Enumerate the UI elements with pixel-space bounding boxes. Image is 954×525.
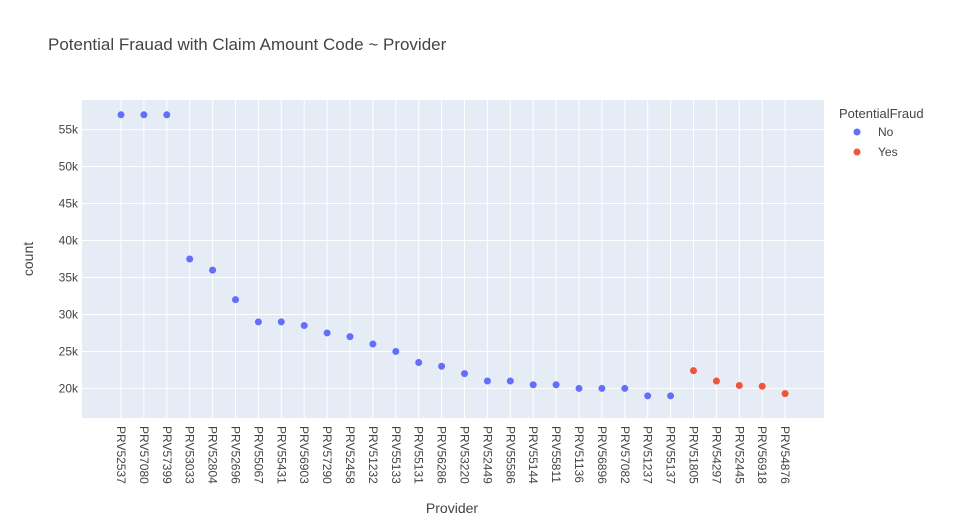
- x-tick-label: PRV56286: [435, 426, 449, 484]
- x-tick-label: PRV57290: [320, 426, 334, 484]
- x-tick-label: PRV51237: [641, 426, 655, 484]
- legend-title: PotentialFraud: [839, 106, 924, 121]
- x-tick-label: PRV51232: [366, 426, 380, 484]
- data-point-no[interactable]: [575, 384, 583, 392]
- x-tick-label: PRV56918: [755, 426, 769, 484]
- legend[interactable]: PotentialFraud No Yes: [839, 106, 924, 159]
- y-tick-label: 35k: [59, 270, 79, 284]
- x-tick-label: PRV56903: [297, 426, 311, 484]
- data-point-no[interactable]: [552, 381, 560, 389]
- x-tick-label: PRV55811: [549, 426, 563, 483]
- data-point-no[interactable]: [346, 333, 354, 341]
- x-tick-label: PRV56896: [595, 426, 609, 484]
- y-axis-ticks: 20k 25k 30k 35k 40k 45k 50k 55k: [59, 123, 79, 396]
- data-point-no[interactable]: [232, 296, 239, 304]
- y-tick-label: 30k: [59, 307, 79, 321]
- data-point-no[interactable]: [644, 392, 652, 400]
- x-tick-label: PRV55137: [664, 426, 678, 484]
- y-tick-label: 45k: [59, 197, 79, 211]
- data-point-no[interactable]: [483, 377, 491, 385]
- y-tick-label: 20k: [59, 381, 79, 395]
- data-point-yes[interactable]: [781, 390, 789, 398]
- x-tick-label: PRV51805: [687, 426, 701, 484]
- x-tick-label: PRV55586: [503, 426, 517, 484]
- data-point-no[interactable]: [415, 359, 423, 367]
- data-point-no[interactable]: [300, 322, 308, 330]
- data-point-no[interactable]: [438, 362, 446, 370]
- x-tick-label: PRV52696: [229, 426, 243, 484]
- data-point-yes[interactable]: [712, 377, 720, 385]
- x-tick-label: PRV52804: [206, 426, 220, 484]
- data-point-no[interactable]: [117, 111, 125, 119]
- x-tick-label: PRV57082: [618, 426, 632, 484]
- data-point-yes[interactable]: [735, 381, 743, 389]
- legend-item-no[interactable]: No: [878, 125, 894, 139]
- y-tick-label: 40k: [59, 234, 79, 248]
- x-axis-ticks: PRV52537 PRV57080 PRV57399 PRV53033 PRV52804…: [114, 426, 792, 484]
- y-tick-label: 25k: [59, 344, 79, 358]
- data-point-no[interactable]: [506, 377, 514, 385]
- data-point-no[interactable]: [163, 111, 171, 119]
- data-point-yes[interactable]: [690, 367, 697, 375]
- x-tick-label: PRV55431: [274, 426, 288, 484]
- x-tick-label: PRV57399: [160, 426, 174, 484]
- plot-area: [82, 100, 824, 418]
- data-point-no[interactable]: [461, 370, 468, 378]
- x-tick-label: PRV52458: [343, 426, 357, 484]
- data-point-no[interactable]: [277, 318, 285, 326]
- chart-title: Potential Frauad with Claim Amount Code …: [48, 35, 447, 54]
- legend-marker-yes: [853, 148, 861, 156]
- legend-item-yes[interactable]: Yes: [878, 145, 898, 159]
- y-axis-title: count: [20, 242, 36, 276]
- x-tick-label: PRV51136: [572, 426, 586, 483]
- x-tick-label: PRV53220: [458, 426, 472, 484]
- x-tick-label: PRV52445: [732, 426, 746, 484]
- data-point-no[interactable]: [209, 266, 217, 274]
- x-tick-label: PRV55144: [526, 426, 540, 484]
- data-point-no[interactable]: [529, 381, 537, 389]
- x-tick-label: PRV57080: [137, 426, 151, 484]
- x-tick-label: PRV55067: [251, 426, 265, 484]
- data-point-yes[interactable]: [758, 382, 766, 390]
- data-point-no[interactable]: [621, 384, 629, 392]
- y-tick-label: 55k: [59, 123, 79, 137]
- data-point-no[interactable]: [186, 255, 194, 263]
- data-point-no[interactable]: [598, 384, 606, 392]
- x-tick-label: PRV54297: [709, 426, 723, 484]
- data-point-no[interactable]: [140, 111, 148, 119]
- data-points[interactable]: [117, 111, 789, 400]
- y-tick-label: 50k: [59, 160, 79, 174]
- x-tick-label: PRV55131: [412, 426, 426, 484]
- data-point-no[interactable]: [254, 318, 262, 326]
- x-axis-title: Provider: [426, 500, 478, 516]
- data-point-no[interactable]: [323, 329, 331, 337]
- data-point-no[interactable]: [392, 347, 400, 355]
- data-point-no[interactable]: [667, 392, 675, 400]
- x-tick-label: PRV53033: [183, 426, 197, 484]
- x-tick-label: PRV52537: [114, 426, 128, 484]
- legend-marker-no: [853, 128, 861, 136]
- data-point-no[interactable]: [369, 340, 377, 348]
- x-tick-label: PRV54876: [778, 426, 792, 484]
- x-tick-label: PRV55133: [389, 426, 403, 484]
- x-tick-label: PRV52449: [480, 426, 494, 484]
